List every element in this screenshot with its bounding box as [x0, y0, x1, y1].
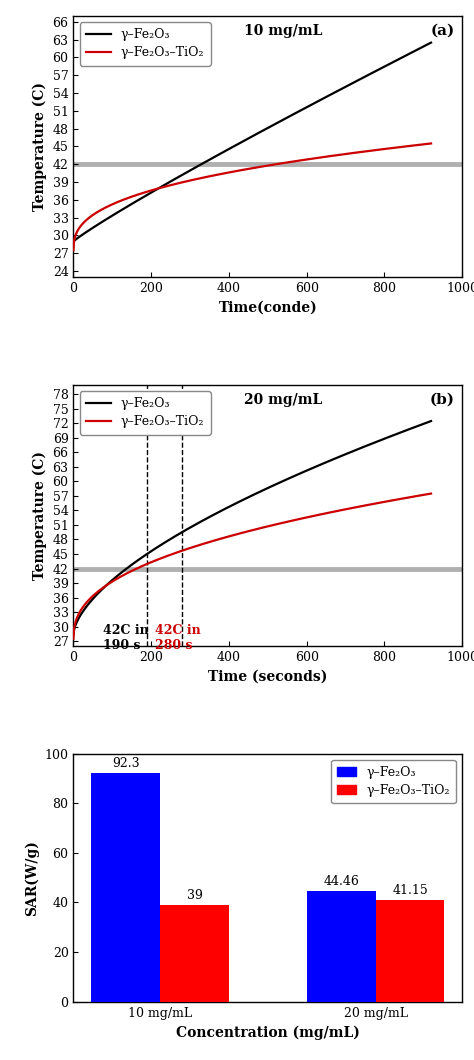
X-axis label: Time(conde): Time(conde): [219, 300, 317, 315]
X-axis label: Concentration (mg/mL): Concentration (mg/mL): [176, 1025, 360, 1040]
Bar: [375, 900, 445, 1002]
Text: (b): (b): [429, 392, 455, 407]
Legend: γ–Fe₂O₃, γ–Fe₂O₃–TiO₂: γ–Fe₂O₃, γ–Fe₂O₃–TiO₂: [80, 22, 211, 66]
Text: 92.3: 92.3: [112, 757, 139, 770]
Text: 42C in
280 s: 42C in 280 s: [155, 624, 201, 652]
Text: 41.15: 41.15: [392, 884, 428, 897]
Bar: [160, 905, 229, 1002]
Text: 39: 39: [187, 889, 202, 902]
Text: 42C in
190 s: 42C in 190 s: [102, 624, 148, 652]
Y-axis label: Temperature (C): Temperature (C): [33, 82, 47, 211]
Legend: γ–Fe₂O₃, γ–Fe₂O₃–TiO₂: γ–Fe₂O₃, γ–Fe₂O₃–TiO₂: [80, 391, 211, 435]
Bar: [91, 773, 160, 1002]
Legend: γ–Fe₂O₃, γ–Fe₂O₃–TiO₂: γ–Fe₂O₃, γ–Fe₂O₃–TiO₂: [331, 760, 456, 803]
Text: (c): (c): [431, 761, 455, 775]
Text: 20 mg/mL: 20 mg/mL: [245, 392, 323, 407]
Text: 10 mg/mL: 10 mg/mL: [245, 23, 323, 38]
X-axis label: Time (seconds): Time (seconds): [208, 669, 328, 684]
Y-axis label: Temperature (C): Temperature (C): [33, 450, 47, 580]
Text: (a): (a): [430, 23, 455, 38]
Text: 44.46: 44.46: [323, 876, 359, 888]
Bar: [307, 891, 375, 1002]
Y-axis label: SAR(W/g): SAR(W/g): [25, 840, 39, 916]
